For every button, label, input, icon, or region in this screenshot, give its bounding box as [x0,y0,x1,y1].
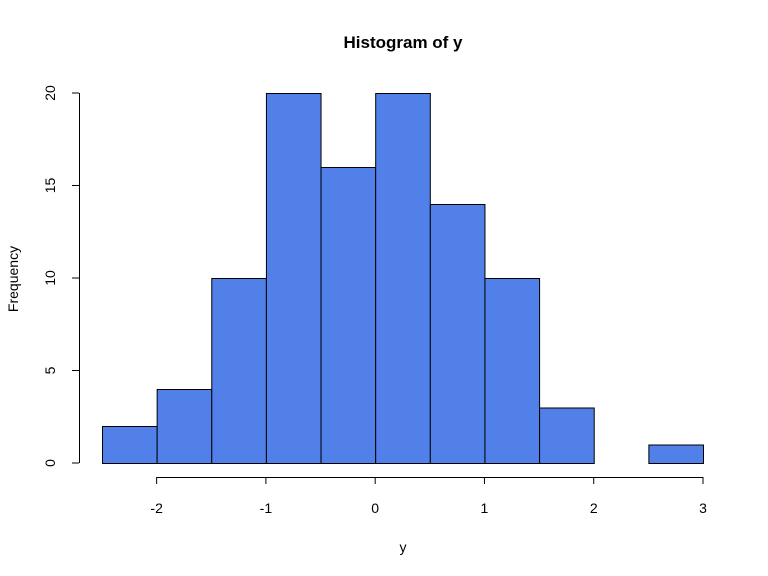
bars-group [102,93,705,464]
x-tick-label: -1 [260,500,273,516]
histogram-bar [375,93,431,464]
x-tick-label: 2 [590,500,598,516]
histogram-bar [320,167,377,464]
chart-title: Histogram of y [343,33,463,52]
x-tick-label: 1 [481,500,489,516]
histogram-bar [648,444,705,464]
x-axis-label: y [400,539,407,555]
x-tick-label: 0 [371,500,379,516]
y-tick-label: 20 [42,85,58,101]
histogram-bar [539,407,595,464]
histogram-bar [156,389,213,464]
y-tick-label: 5 [42,366,58,374]
y-tick-label: 15 [42,178,58,194]
y-tick-label: 10 [42,270,58,286]
x-axis: -2 -1 0 1 2 3 [150,477,707,516]
x-tick-label: 3 [699,500,707,516]
histogram-bar [102,426,158,464]
y-tick-label: 0 [42,459,58,467]
histogram-bar [484,278,541,464]
histogram-bar [265,93,322,464]
y-axis-label: Frequency [5,246,21,312]
x-tick-label: -2 [150,500,163,516]
y-axis: 0 5 10 15 20 [42,85,80,467]
histogram-bar [211,278,267,464]
histogram-bar [429,204,486,464]
